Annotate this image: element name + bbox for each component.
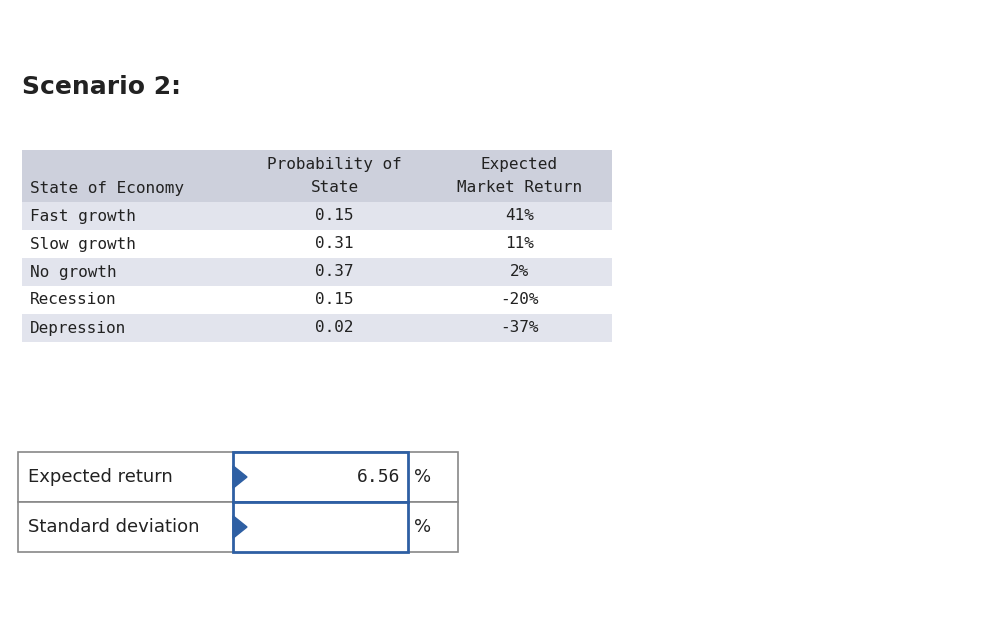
Text: Market Return: Market Return	[457, 181, 582, 195]
Text: Recession: Recession	[30, 292, 117, 307]
Text: Slow growth: Slow growth	[30, 236, 136, 252]
Bar	[22, 286, 612, 314]
Polygon shape	[233, 515, 247, 538]
Text: -20%: -20%	[500, 292, 539, 307]
Text: -37%: -37%	[500, 321, 539, 335]
Bar	[22, 150, 612, 202]
Text: 11%: 11%	[505, 236, 534, 252]
Bar	[22, 230, 612, 258]
Text: State: State	[310, 181, 358, 195]
Text: 0.37: 0.37	[315, 264, 353, 280]
Text: 0.31: 0.31	[315, 236, 353, 252]
Text: No growth: No growth	[30, 264, 117, 280]
Text: Fast growth: Fast growth	[30, 209, 136, 224]
Text: Probability of: Probability of	[267, 157, 402, 172]
Text: Scenario 2:: Scenario 2:	[22, 75, 181, 99]
Text: Depression: Depression	[30, 321, 127, 335]
Text: 2%: 2%	[510, 264, 529, 280]
Bar	[22, 202, 612, 230]
Bar	[233, 452, 408, 502]
Bar	[18, 452, 458, 502]
Text: %: %	[414, 518, 431, 536]
Text: Expected return: Expected return	[28, 468, 173, 486]
Bar	[18, 502, 458, 552]
Bar	[22, 314, 612, 342]
Text: 0.02: 0.02	[315, 321, 353, 335]
Text: Expected: Expected	[481, 157, 558, 172]
Bar	[233, 502, 408, 552]
Text: State of Economy: State of Economy	[30, 181, 184, 195]
Text: 0.15: 0.15	[315, 209, 353, 224]
Polygon shape	[233, 466, 247, 488]
Text: 41%: 41%	[505, 209, 534, 224]
Bar	[22, 258, 612, 286]
Text: 6.56: 6.56	[356, 468, 400, 486]
Text: Standard deviation: Standard deviation	[28, 518, 200, 536]
Text: %: %	[414, 468, 431, 486]
Text: 0.15: 0.15	[315, 292, 353, 307]
